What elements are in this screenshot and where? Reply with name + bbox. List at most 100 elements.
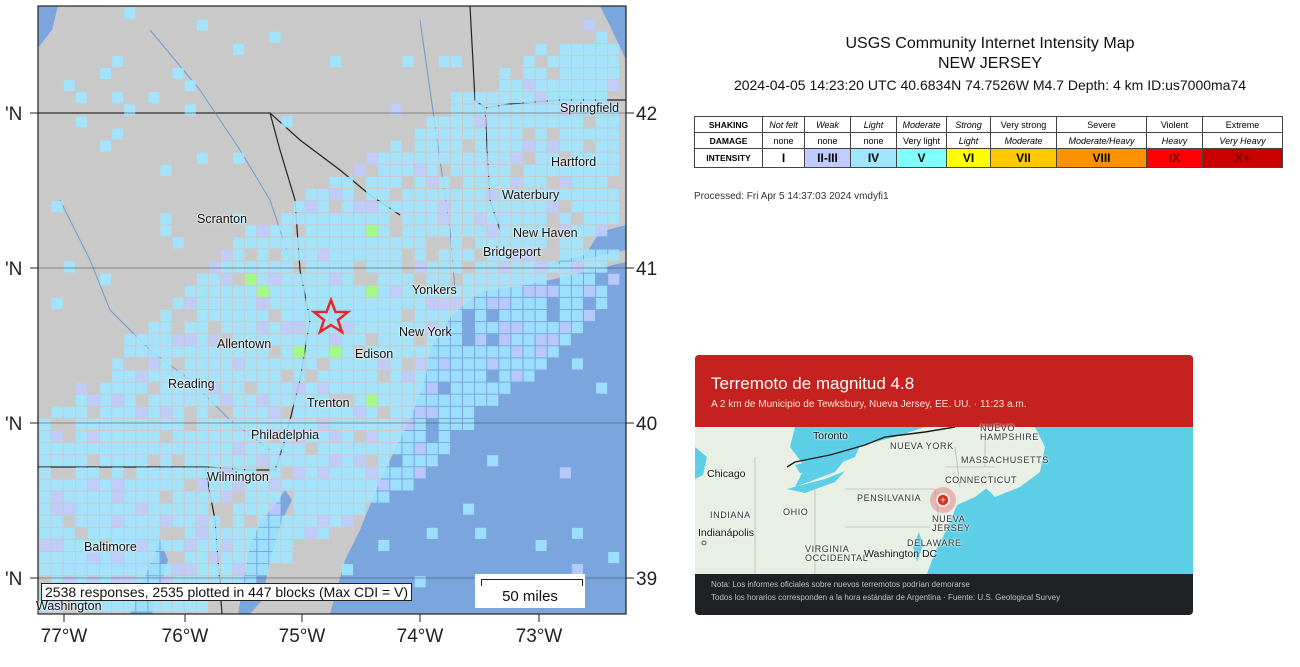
cdi-block	[281, 273, 293, 285]
cdi-block	[233, 43, 245, 55]
cdi-block	[511, 225, 523, 237]
cdi-block	[596, 382, 608, 394]
cdi-block	[257, 249, 269, 261]
cdi-block	[269, 225, 281, 237]
cdi-block	[608, 273, 620, 285]
cdi-block	[233, 310, 245, 322]
cdi-block	[414, 346, 426, 358]
cdi-block	[390, 394, 402, 406]
cdi-block	[378, 225, 390, 237]
cdi-block	[329, 310, 341, 322]
cdi-block	[160, 213, 172, 225]
earthquake-card[interactable]: Terremoto de magnitud 4.8 A 2 km de Muni…	[695, 355, 1193, 615]
cdi-block	[596, 104, 608, 116]
cdi-block	[245, 261, 257, 273]
cdi-block	[75, 576, 87, 588]
cdi-block	[317, 443, 329, 455]
cdi-block	[378, 491, 390, 503]
cdi-block	[172, 539, 184, 551]
cdi-block	[245, 322, 257, 334]
cdi-block	[571, 104, 583, 116]
cdi-block	[148, 576, 160, 588]
cdi-block	[559, 176, 571, 188]
cdi-block	[559, 213, 571, 225]
cdi-block	[450, 225, 462, 237]
cdi-block	[172, 334, 184, 346]
damage-cell: Very Heavy	[1202, 132, 1283, 149]
cdi-block	[378, 237, 390, 249]
cdi-block	[208, 297, 220, 309]
shaking-cell: Moderate	[896, 116, 947, 133]
cdi-block	[342, 346, 354, 358]
cdi-block	[523, 92, 535, 104]
cdi-block	[160, 358, 172, 370]
cdi-block	[51, 539, 63, 551]
lat-label-right: 42	[636, 104, 658, 125]
cdi-block	[402, 479, 414, 491]
cdi-block	[221, 491, 233, 503]
cdi-block	[148, 515, 160, 527]
cdi-block	[571, 140, 583, 152]
cdi-block	[450, 140, 462, 152]
cdi-block	[208, 382, 220, 394]
cdi-block	[559, 261, 571, 273]
cdi-block	[511, 322, 523, 334]
cdi-block	[281, 515, 293, 527]
cdi-block	[148, 527, 160, 539]
cdi-block	[450, 55, 462, 67]
cdi-block	[305, 382, 317, 394]
cdi-block	[354, 225, 366, 237]
cdi-block	[535, 68, 547, 80]
map-label-text: JERSEY	[932, 523, 971, 533]
cdi-block	[487, 273, 499, 285]
cdi-block	[475, 358, 487, 370]
cdi-block	[160, 564, 172, 576]
cdi-block	[390, 431, 402, 443]
cdi-block	[329, 382, 341, 394]
cdi-block	[414, 164, 426, 176]
cdi-block	[463, 382, 475, 394]
cdi-block	[414, 297, 426, 309]
cdi-block	[160, 382, 172, 394]
cdi-block	[426, 261, 438, 273]
cdi-block	[571, 322, 583, 334]
cdi-block	[535, 201, 547, 213]
cdi-block	[196, 443, 208, 455]
cdi-block	[499, 140, 511, 152]
cdi-block	[281, 539, 293, 551]
cdi-block	[281, 394, 293, 406]
cdi-block	[547, 346, 559, 358]
cdi-block	[487, 189, 499, 201]
card-map[interactable]: +	[695, 427, 1193, 574]
cdi-block	[354, 455, 366, 467]
cdi-block	[402, 189, 414, 201]
cdi-block	[438, 370, 450, 382]
cdi-block	[51, 491, 63, 503]
cdi-block	[511, 310, 523, 322]
cdi-block	[75, 116, 87, 128]
cdi-block	[112, 418, 124, 430]
cdi-block	[245, 527, 257, 539]
cdi-block	[63, 527, 75, 539]
cdi-block	[305, 515, 317, 527]
cdi-block	[438, 140, 450, 152]
cdi-block	[63, 443, 75, 455]
cdi-block	[305, 201, 317, 213]
cdi-block	[414, 140, 426, 152]
cdi-block	[305, 455, 317, 467]
cdi-block	[366, 382, 378, 394]
cdi-block	[124, 600, 136, 612]
cdi-block	[124, 491, 136, 503]
cdi-block	[329, 443, 341, 455]
cdi-block	[208, 576, 220, 588]
cdi-block	[426, 322, 438, 334]
cdi-block	[487, 201, 499, 213]
cdi-block	[208, 418, 220, 430]
epicenter-marker[interactable]	[936, 493, 950, 507]
cdi-block	[547, 322, 559, 334]
cdi-block	[463, 297, 475, 309]
cdi-block	[414, 467, 426, 479]
cdi-block	[269, 358, 281, 370]
cdi-block	[172, 382, 184, 394]
cdi-block	[426, 394, 438, 406]
